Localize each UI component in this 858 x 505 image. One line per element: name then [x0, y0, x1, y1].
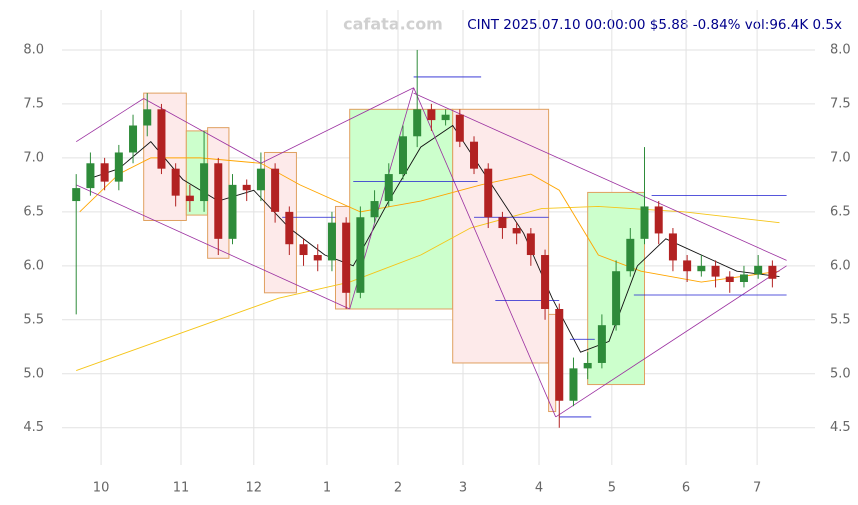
y-tick-label-right: 6.5 — [830, 204, 851, 219]
candle-body — [441, 114, 450, 121]
candle-body — [498, 217, 507, 229]
candle-body — [413, 109, 422, 137]
range-box — [548, 313, 557, 413]
y-tick-label-right: 8.0 — [830, 42, 851, 57]
x-tick-label: 5 — [608, 481, 616, 496]
y-tick-label: 4.5 — [23, 420, 44, 435]
candle-body — [455, 114, 464, 142]
candle-body — [256, 168, 265, 191]
candle-body — [555, 308, 564, 401]
chart-title: CINT 2025.07.10 00:00:00 $5.88 -0.84% vo… — [467, 17, 842, 33]
x-tick-label: 12 — [246, 481, 263, 496]
candle-body — [143, 109, 152, 126]
candle-body — [470, 141, 479, 169]
candle-body — [654, 206, 663, 234]
candle-body — [157, 109, 166, 169]
candle-body — [526, 233, 535, 256]
y-tick-label: 6.0 — [23, 258, 44, 273]
candle-body — [228, 184, 237, 239]
y-tick-label-right: 7.0 — [830, 150, 851, 165]
candle-body — [725, 276, 734, 283]
candle-body — [739, 274, 748, 283]
candle-body — [171, 168, 180, 196]
y-tick-label: 5.0 — [23, 366, 44, 381]
x-tick-label: 7 — [753, 481, 761, 496]
trend-line — [555, 265, 787, 418]
candle-body — [484, 168, 493, 218]
y-tick-label: 7.0 — [23, 150, 44, 165]
candle-body — [683, 260, 692, 272]
candle-body — [214, 163, 223, 239]
candle-body — [768, 265, 777, 279]
candle-body — [626, 238, 635, 272]
candle-body — [185, 195, 194, 202]
y-tick-label-right: 4.5 — [830, 420, 851, 435]
candle-body — [285, 211, 294, 245]
candle-body — [356, 217, 365, 293]
candle-body — [697, 265, 706, 272]
candle-body — [299, 244, 308, 256]
candle-body — [370, 201, 379, 218]
y-tick-label: 7.5 — [23, 96, 44, 111]
y-tick-label-right: 7.5 — [830, 96, 851, 111]
x-tick-label: 6 — [682, 481, 690, 496]
y-tick-label: 8.0 — [23, 42, 44, 57]
candle-body — [384, 174, 393, 202]
candle-body — [342, 222, 351, 293]
candle-body — [612, 271, 621, 326]
y-tick-label: 5.5 — [23, 312, 44, 327]
x-tick-label: 11 — [173, 481, 190, 496]
y-tick-label-right: 5.0 — [830, 366, 851, 381]
candle-body — [200, 163, 209, 202]
candle-body — [313, 255, 322, 261]
trend-line — [413, 92, 787, 261]
trend-line — [76, 184, 350, 310]
watermark: cafata.com — [343, 15, 443, 34]
candle-body — [242, 184, 251, 191]
candle-body — [129, 125, 138, 153]
candle-body — [541, 255, 550, 309]
x-tick-label: 3 — [459, 481, 467, 496]
trend-line — [260, 87, 414, 164]
candle-body — [512, 228, 521, 234]
y-tick-label-right: 6.0 — [830, 258, 851, 273]
candle-body — [100, 163, 109, 182]
candle-body — [114, 152, 123, 182]
candle-body — [271, 168, 280, 212]
candle-body — [398, 136, 407, 175]
trend-line — [413, 87, 557, 418]
candle-body — [86, 163, 95, 189]
candle-body — [569, 368, 578, 401]
candle-body — [583, 362, 592, 369]
candle-body — [640, 206, 649, 239]
candle-body — [597, 325, 606, 363]
y-tick-label: 6.5 — [23, 204, 44, 219]
x-tick-label: 4 — [535, 481, 543, 496]
trend-line — [75, 98, 144, 143]
candle-body — [327, 222, 336, 261]
candle-body — [711, 265, 720, 277]
candle-body — [72, 188, 81, 202]
x-tick-label: 2 — [394, 481, 402, 496]
x-tick-label: 1 — [323, 481, 331, 496]
candle-body — [668, 233, 677, 261]
candle-body — [754, 265, 763, 275]
candle-body — [427, 109, 436, 121]
x-tick-label: 10 — [93, 481, 110, 496]
y-tick-label-right: 5.5 — [830, 312, 851, 327]
